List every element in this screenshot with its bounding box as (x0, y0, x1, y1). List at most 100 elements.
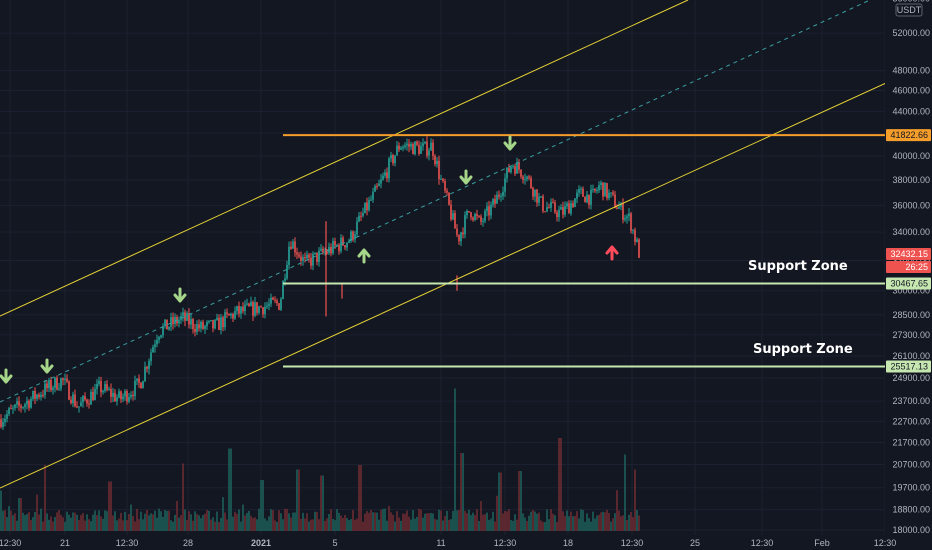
candle-body (40, 394, 42, 398)
volume-bar (442, 520, 444, 531)
price-label-resistance: 41822.66 (890, 130, 928, 140)
time-axis[interactable]: 12:30 21 12:30 28 2021 5 11 12:30 18 12:30 25 12:30… (0, 538, 896, 548)
channel-upper-line (0, 0, 689, 317)
candle-body (360, 215, 362, 217)
volume-bar (552, 513, 554, 531)
candle-body (482, 221, 484, 223)
volume-bar (398, 517, 400, 531)
volume-bar (10, 510, 12, 531)
volume-bar (218, 521, 220, 531)
volume-bar (432, 513, 434, 531)
candle-body (590, 189, 592, 205)
candle-body (396, 145, 398, 156)
volume-bar (400, 520, 402, 531)
candle-body (380, 179, 382, 184)
candle-body (172, 317, 174, 325)
candle-body (132, 394, 134, 397)
volume-bar (348, 520, 350, 531)
price-tick: 23700.00 (892, 396, 930, 406)
candle-body (58, 388, 60, 390)
candle-body (554, 202, 556, 213)
volume-bar (636, 509, 638, 531)
candle-body (636, 239, 638, 242)
volume-bar (542, 521, 544, 531)
volume-bar (628, 514, 630, 531)
volume-bar (184, 509, 186, 531)
volume-bar (206, 509, 208, 531)
candle-body (398, 145, 400, 150)
candle-body (470, 212, 472, 218)
candle-body (600, 182, 602, 186)
candle-body (282, 280, 284, 299)
time-tick: 12:30 (494, 538, 517, 548)
volume-bar (452, 510, 454, 531)
volume-bar (212, 517, 214, 531)
candle-body (154, 344, 156, 348)
candle-body (118, 391, 120, 398)
price-tick: 36000.00 (892, 200, 930, 210)
volume-bar (350, 519, 352, 531)
volume-bar (104, 510, 106, 531)
volume-bar (190, 514, 192, 531)
candle-body (244, 304, 246, 312)
volume-bar (52, 521, 54, 531)
volume-bar (162, 516, 164, 531)
time-tick: Feb (814, 538, 830, 548)
candle-body (348, 241, 350, 243)
volume-bar (324, 520, 326, 531)
volume-bar (478, 521, 480, 531)
candle-body (570, 203, 572, 214)
candle-body (150, 352, 152, 362)
volume-bar (492, 511, 494, 531)
volume-bar (450, 519, 452, 531)
volume-bar (566, 510, 568, 531)
candle-body (324, 251, 326, 253)
candle-body (426, 141, 428, 156)
volume-bar (14, 513, 16, 531)
volume-bar (74, 512, 76, 531)
candle-body (256, 302, 258, 313)
candle-body (588, 194, 590, 205)
candle-body (336, 244, 338, 246)
candle-body (418, 144, 420, 154)
candle-body (532, 187, 534, 197)
candle-body (568, 203, 570, 214)
candle-body (358, 215, 360, 222)
candle-body (124, 391, 126, 397)
volume-bar (604, 512, 606, 531)
volume-bar (526, 520, 528, 531)
candle-body (612, 192, 614, 195)
time-tick: 2021 (251, 538, 271, 548)
volume-bar (396, 511, 398, 531)
volume-bar (582, 510, 584, 531)
volume-bar (202, 515, 204, 531)
candle-body (220, 317, 222, 331)
candle-body (70, 399, 72, 404)
volume-bar (0, 490, 2, 531)
currency-badge[interactable]: USDT (895, 3, 923, 17)
volume-bar (164, 509, 166, 531)
candle-body (322, 248, 324, 253)
candle-body (212, 320, 214, 329)
candle-body (422, 143, 424, 147)
candle-body (204, 326, 206, 329)
volume-bar (456, 510, 458, 531)
volume-bar (294, 512, 296, 531)
candle-body (254, 302, 256, 316)
volume-bar (60, 514, 62, 531)
volume-bar (416, 516, 418, 531)
volume-bar (68, 514, 70, 531)
volume-bar (100, 516, 102, 531)
price-axis[interactable]: 18000.00 18800.00 19700.00 20700.00 21700.00… (885, 0, 932, 550)
candle-body (552, 202, 554, 204)
volume-bar (264, 518, 266, 531)
candle-body (436, 160, 438, 165)
volume-bar (512, 520, 514, 531)
candle-body (434, 155, 436, 165)
volume-bar (464, 510, 466, 531)
candle-body (248, 303, 250, 307)
volume-bar (88, 519, 90, 531)
candle-body (626, 216, 628, 219)
candle-body (288, 246, 290, 265)
